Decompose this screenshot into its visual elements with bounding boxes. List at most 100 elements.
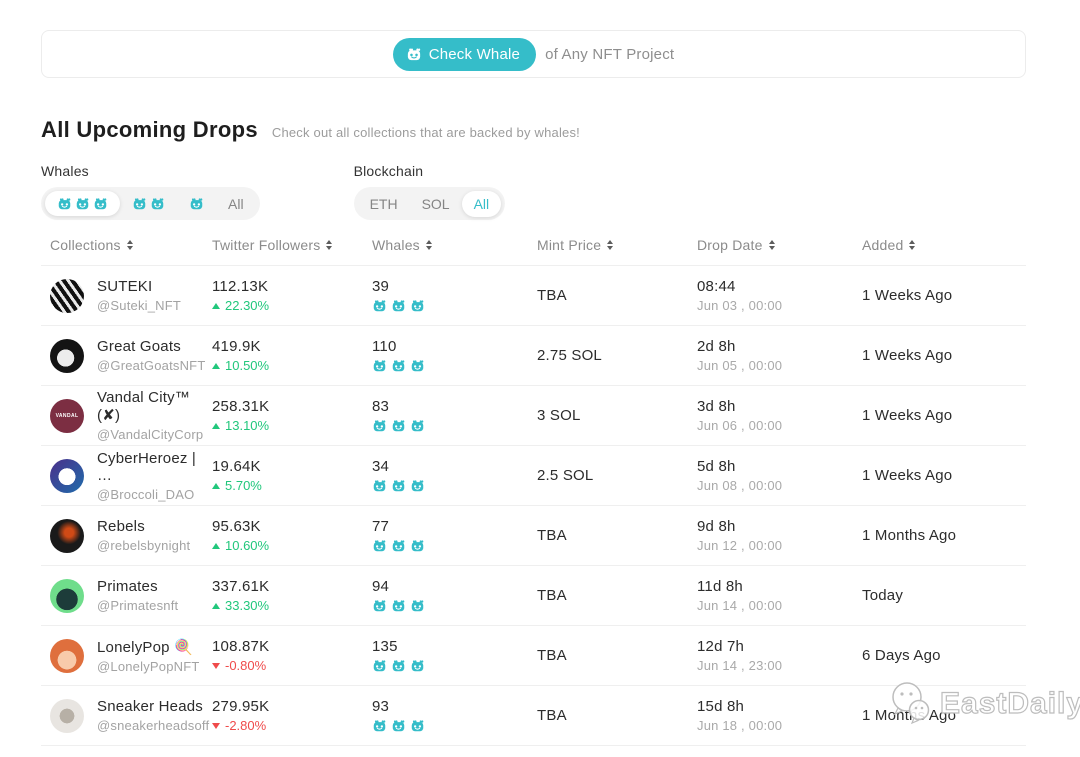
whale-icon bbox=[391, 478, 406, 493]
table-row[interactable]: LonelyPop 🍭 @LonelyPopNFT 108.87K -0.80%… bbox=[41, 626, 1026, 686]
whale-icon bbox=[410, 418, 425, 433]
added-time: 1 Months Ago bbox=[862, 527, 957, 544]
sort-icon bbox=[768, 240, 775, 250]
column-header-whales[interactable]: Whales bbox=[372, 237, 537, 253]
drop-date: Jun 05 , 00:00 bbox=[697, 358, 783, 373]
up-triangle-icon bbox=[212, 362, 220, 369]
down-triangle-icon bbox=[212, 722, 220, 729]
followers-count: 337.61K bbox=[212, 578, 270, 595]
check-whale-label: Check Whale bbox=[428, 45, 521, 63]
whales-count: 77 bbox=[372, 518, 390, 535]
table-row[interactable]: Rebels @rebelsbynight 95.63K 10.60% 77 T… bbox=[41, 506, 1026, 566]
table-row[interactable]: VANDAL Vandal City™ (✘) @VandalCityCorp … bbox=[41, 386, 1026, 446]
collection-name: CyberHeroez | … bbox=[97, 449, 197, 484]
sort-icon bbox=[909, 240, 916, 250]
up-triangle-icon bbox=[212, 542, 220, 549]
drop-countdown: 08:44 bbox=[697, 278, 736, 295]
whales-option-two[interactable] bbox=[120, 191, 177, 216]
added-time: 1 Weeks Ago bbox=[862, 407, 953, 424]
whale-icon bbox=[372, 418, 387, 433]
column-header-added[interactable]: Added bbox=[862, 237, 1026, 253]
table-row[interactable]: CyberHeroez | … @Broccoli_DAO 19.64K 5.7… bbox=[41, 446, 1026, 506]
collection-name: Great Goats bbox=[97, 338, 181, 355]
added-time: 1 Weeks Ago bbox=[862, 347, 953, 364]
mint-price: TBA bbox=[537, 587, 567, 604]
page-title: All Upcoming Drops bbox=[41, 117, 258, 142]
whale-icon bbox=[372, 358, 387, 373]
collection-avatar bbox=[50, 698, 84, 733]
followers-count: 112.13K bbox=[212, 278, 269, 295]
filters: Whales All Blockchain bbox=[41, 163, 506, 220]
whale-icon bbox=[372, 538, 387, 553]
sort-icon bbox=[326, 240, 333, 250]
whale-icon bbox=[410, 478, 425, 493]
whales-option-three[interactable] bbox=[45, 191, 120, 216]
whales-filter-label: Whales bbox=[41, 163, 89, 179]
table-row[interactable]: Great Goats @GreatGoatsNFT 419.9K 10.50%… bbox=[41, 326, 1026, 386]
whales-option-one[interactable] bbox=[177, 191, 216, 216]
whales-option-all[interactable]: All bbox=[216, 191, 256, 217]
followers-count: 258.31K bbox=[212, 398, 270, 415]
whales-filter-group: All bbox=[41, 187, 260, 220]
table-row[interactable]: Sneaker Heads @sneakerheadsoff 279.95K -… bbox=[41, 686, 1026, 746]
collection-handle: @Broccoli_DAO bbox=[97, 486, 195, 502]
whale-icon bbox=[372, 718, 387, 733]
whales-count: 39 bbox=[372, 278, 390, 295]
column-header-twitter-followers[interactable]: Twitter Followers bbox=[212, 237, 372, 253]
whale-icon bbox=[372, 598, 387, 613]
check-whale-button[interactable]: Check Whale bbox=[392, 37, 537, 71]
drop-countdown: 2d 8h bbox=[697, 338, 736, 355]
mint-price: 2.5 SOL bbox=[537, 467, 594, 484]
added-time: 1 Weeks Ago bbox=[862, 287, 953, 304]
collection-name: SUTEKI bbox=[97, 278, 153, 295]
up-triangle-icon bbox=[212, 422, 220, 429]
drop-countdown: 9d 8h bbox=[697, 518, 736, 535]
collection-avatar bbox=[50, 638, 84, 673]
whales-count: 94 bbox=[372, 578, 390, 595]
drop-countdown: 3d 8h bbox=[697, 398, 736, 415]
whale-icon bbox=[372, 298, 387, 313]
whale-icon bbox=[189, 196, 204, 211]
whale-icon bbox=[410, 298, 425, 313]
blockchain-option-all[interactable]: All bbox=[461, 190, 502, 217]
whale-icon bbox=[132, 196, 147, 211]
down-triangle-icon bbox=[212, 662, 220, 669]
mint-price: TBA bbox=[537, 647, 567, 664]
table-header: Collections Twitter Followers Whales Min… bbox=[41, 237, 1026, 266]
followers-change: 10.50% bbox=[212, 358, 372, 373]
collection-avatar bbox=[50, 458, 84, 493]
collection-handle: @LonelyPopNFT bbox=[97, 658, 200, 674]
added-time: 1 Weeks Ago bbox=[862, 467, 953, 484]
column-header-collections[interactable]: Collections bbox=[50, 237, 212, 253]
table-row[interactable]: Primates @Primatesnft 337.61K 33.30% 94 … bbox=[41, 566, 1026, 626]
blockchain-option-eth[interactable]: ETH bbox=[369, 195, 398, 212]
column-header-mint-price[interactable]: Mint Price bbox=[537, 237, 697, 253]
followers-change: 13.10% bbox=[212, 418, 372, 433]
drop-countdown: 5d 8h bbox=[697, 458, 736, 475]
column-header-drop-date[interactable]: Drop Date bbox=[697, 237, 862, 253]
blockchain-option-sol[interactable]: SOL bbox=[421, 195, 450, 212]
drop-countdown: 12d 7h bbox=[697, 638, 745, 655]
table-row[interactable]: SUTEKI @Suteki_NFT 112.13K 22.30% 39 TBA… bbox=[41, 266, 1026, 326]
whale-icons bbox=[372, 358, 537, 373]
collection-avatar: VANDAL bbox=[50, 398, 84, 433]
followers-count: 279.95K bbox=[212, 698, 270, 715]
followers-change: 22.30% bbox=[212, 298, 372, 313]
whale-icon bbox=[391, 598, 406, 613]
whale-icon bbox=[391, 718, 406, 733]
whale-icon bbox=[391, 358, 406, 373]
collection-handle: @rebelsbynight bbox=[97, 538, 191, 553]
whale-icon bbox=[406, 46, 422, 62]
followers-count: 19.64K bbox=[212, 458, 261, 475]
followers-change: 33.30% bbox=[212, 598, 372, 613]
added-time: Today bbox=[862, 587, 904, 604]
whale-icon bbox=[391, 658, 406, 673]
blockchain-filter-label: Blockchain bbox=[353, 163, 424, 179]
whales-count: 83 bbox=[372, 398, 390, 415]
collection-name: Sneaker Heads bbox=[97, 698, 203, 715]
collection-name: Primates bbox=[97, 578, 158, 595]
drops-table: Collections Twitter Followers Whales Min… bbox=[41, 237, 1026, 746]
collection-name: LonelyPop 🍭 bbox=[97, 638, 193, 656]
mint-price: TBA bbox=[537, 527, 567, 544]
whale-icon bbox=[391, 418, 406, 433]
